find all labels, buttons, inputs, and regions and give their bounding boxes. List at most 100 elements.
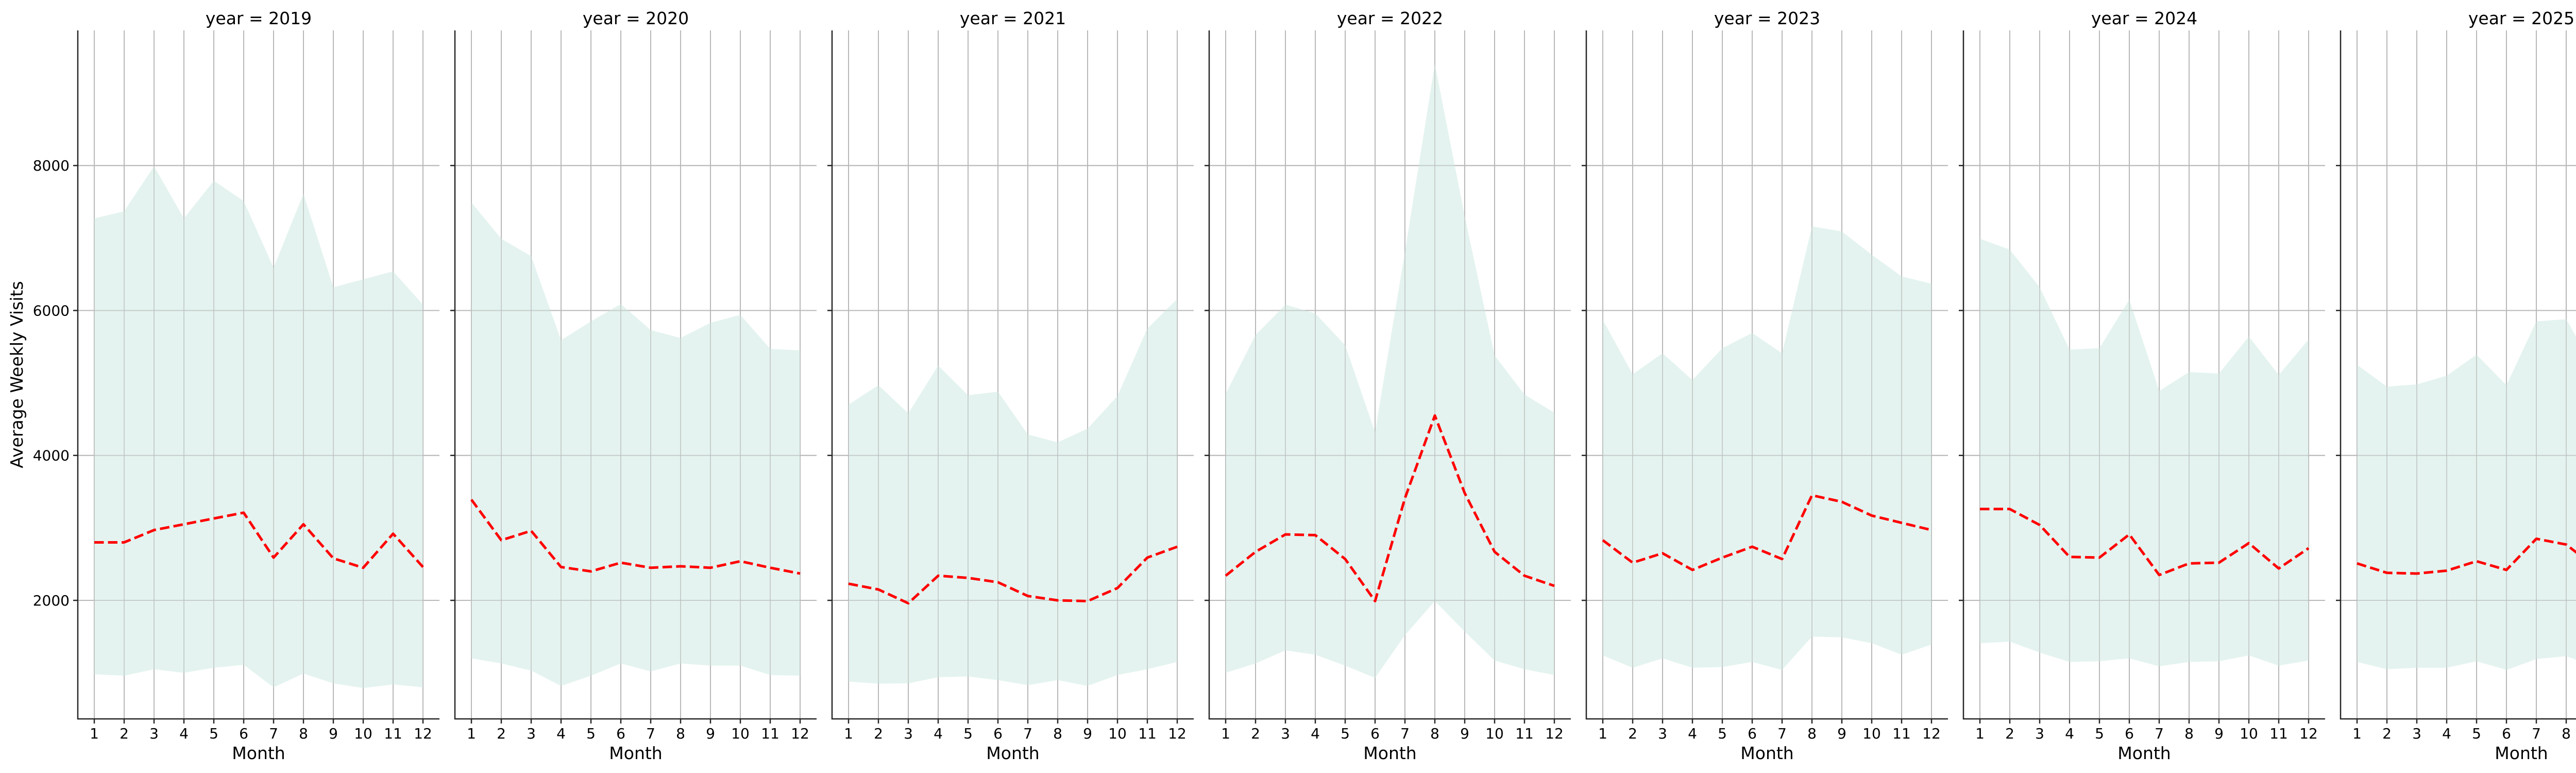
x-tick-label: 3 [527,725,536,742]
x-tick-label: 3 [1281,725,1290,742]
x-tick-label: 8 [299,725,308,742]
x-tick-label: 2 [1251,725,1260,742]
median-line [1602,494,1932,572]
x-tick-label: 8 [1807,725,1817,742]
x-tick-label: 2 [1628,725,1637,742]
x-axis-label: Month [1740,743,1793,763]
x-tick-label: 2 [2382,725,2392,742]
x-tick-label: 11 [2269,725,2288,742]
x-tick-label: 7 [646,725,655,742]
panel-title: year = 2021 [960,8,1066,28]
x-tick-label: 8 [1430,725,1439,742]
y-axis-label: Average Weekly Visits [7,281,27,468]
x-tick-label: 2 [120,725,129,742]
x-tick-label: 8 [676,725,685,742]
x-tick-label: 4 [2442,725,2451,742]
x-axis-label: Month [2117,743,2171,763]
x-tick-label: 7 [2155,725,2164,742]
x-tick-label: 8 [2184,725,2194,742]
percentile-band [1226,64,1554,678]
x-tick-label: 2 [2005,725,2014,742]
x-tick-label: 9 [1460,725,1469,742]
x-tick-label: 7 [269,725,278,742]
x-axis-label: Month [609,743,662,763]
x-tick-label: 10 [1108,725,1127,742]
panel-title: year = 2020 [583,8,689,28]
x-tick-label: 5 [2095,725,2104,742]
y-tick-label: 8000 [33,157,70,174]
x-tick-label: 6 [616,725,625,742]
x-tick-label: 4 [1311,725,1320,742]
percentile-band [94,166,423,688]
y-tick-label: 2000 [33,592,70,609]
y-tick-label: 6000 [33,302,70,319]
x-tick-label: 6 [239,725,248,742]
x-tick-label: 8 [1053,725,1062,742]
median-line [1980,508,2310,577]
x-tick-label: 12 [1922,725,1941,742]
x-tick-label: 2 [497,725,506,742]
x-tick-label: 3 [1658,725,1667,742]
x-tick-label: 10 [354,725,372,742]
x-tick-label: 7 [1400,725,1410,742]
median-line [94,511,424,569]
x-tick-label: 3 [904,725,913,742]
x-tick-label: 9 [1837,725,1846,742]
panel-title: year = 2025 [2468,8,2574,28]
x-tick-label: 11 [1892,725,1911,742]
x-axis-label: Month [986,743,1039,763]
x-tick-label: 10 [1485,725,1504,742]
median-line [2357,537,2576,575]
y-tick-label: 4000 [33,447,70,464]
percentile-band [2357,319,2576,670]
panel-title: year = 2019 [206,8,312,28]
x-tick-label: 6 [2502,725,2511,742]
panel-title: year = 2022 [1337,8,1443,28]
x-tick-label: 11 [384,725,402,742]
x-tick-label: 12 [414,725,432,742]
x-tick-label: 9 [329,725,338,742]
x-tick-label: 6 [1748,725,1757,742]
x-tick-label: 1 [90,725,99,742]
x-tick-label: 3 [2035,725,2044,742]
median-line [848,545,1178,605]
x-tick-label: 9 [1083,725,1092,742]
x-tick-label: 8 [2562,725,2571,742]
median-line [470,499,801,575]
percentile-band [1980,239,2309,666]
x-axis-label: Month [1363,743,1416,763]
x-tick-label: 1 [1598,725,1607,742]
x-axis-label: Month [2495,743,2548,763]
percentile-band [1603,226,1931,670]
x-tick-label: 1 [2352,725,2362,742]
panel-title: year = 2023 [1714,8,1820,28]
x-tick-label: 1 [467,725,476,742]
x-tick-label: 3 [2412,725,2421,742]
x-tick-label: 5 [1718,725,1727,742]
x-tick-label: 4 [1688,725,1697,742]
x-tick-label: 10 [2240,725,2258,742]
x-axis-label: Month [232,743,285,763]
median-line [1225,414,1555,602]
panel-title: year = 2024 [2091,8,2197,28]
x-tick-label: 7 [2532,725,2541,742]
percentile-band [849,298,1177,686]
x-tick-label: 5 [209,725,218,742]
x-tick-label: 12 [2299,725,2318,742]
x-tick-label: 12 [1545,725,1564,742]
x-tick-label: 2 [874,725,883,742]
x-tick-label: 7 [1777,725,1787,742]
x-tick-label: 1 [844,725,853,742]
x-tick-label: 9 [2214,725,2224,742]
x-tick-label: 5 [1341,725,1350,742]
x-tick-label: 10 [731,725,750,742]
x-tick-label: 6 [1370,725,1380,742]
